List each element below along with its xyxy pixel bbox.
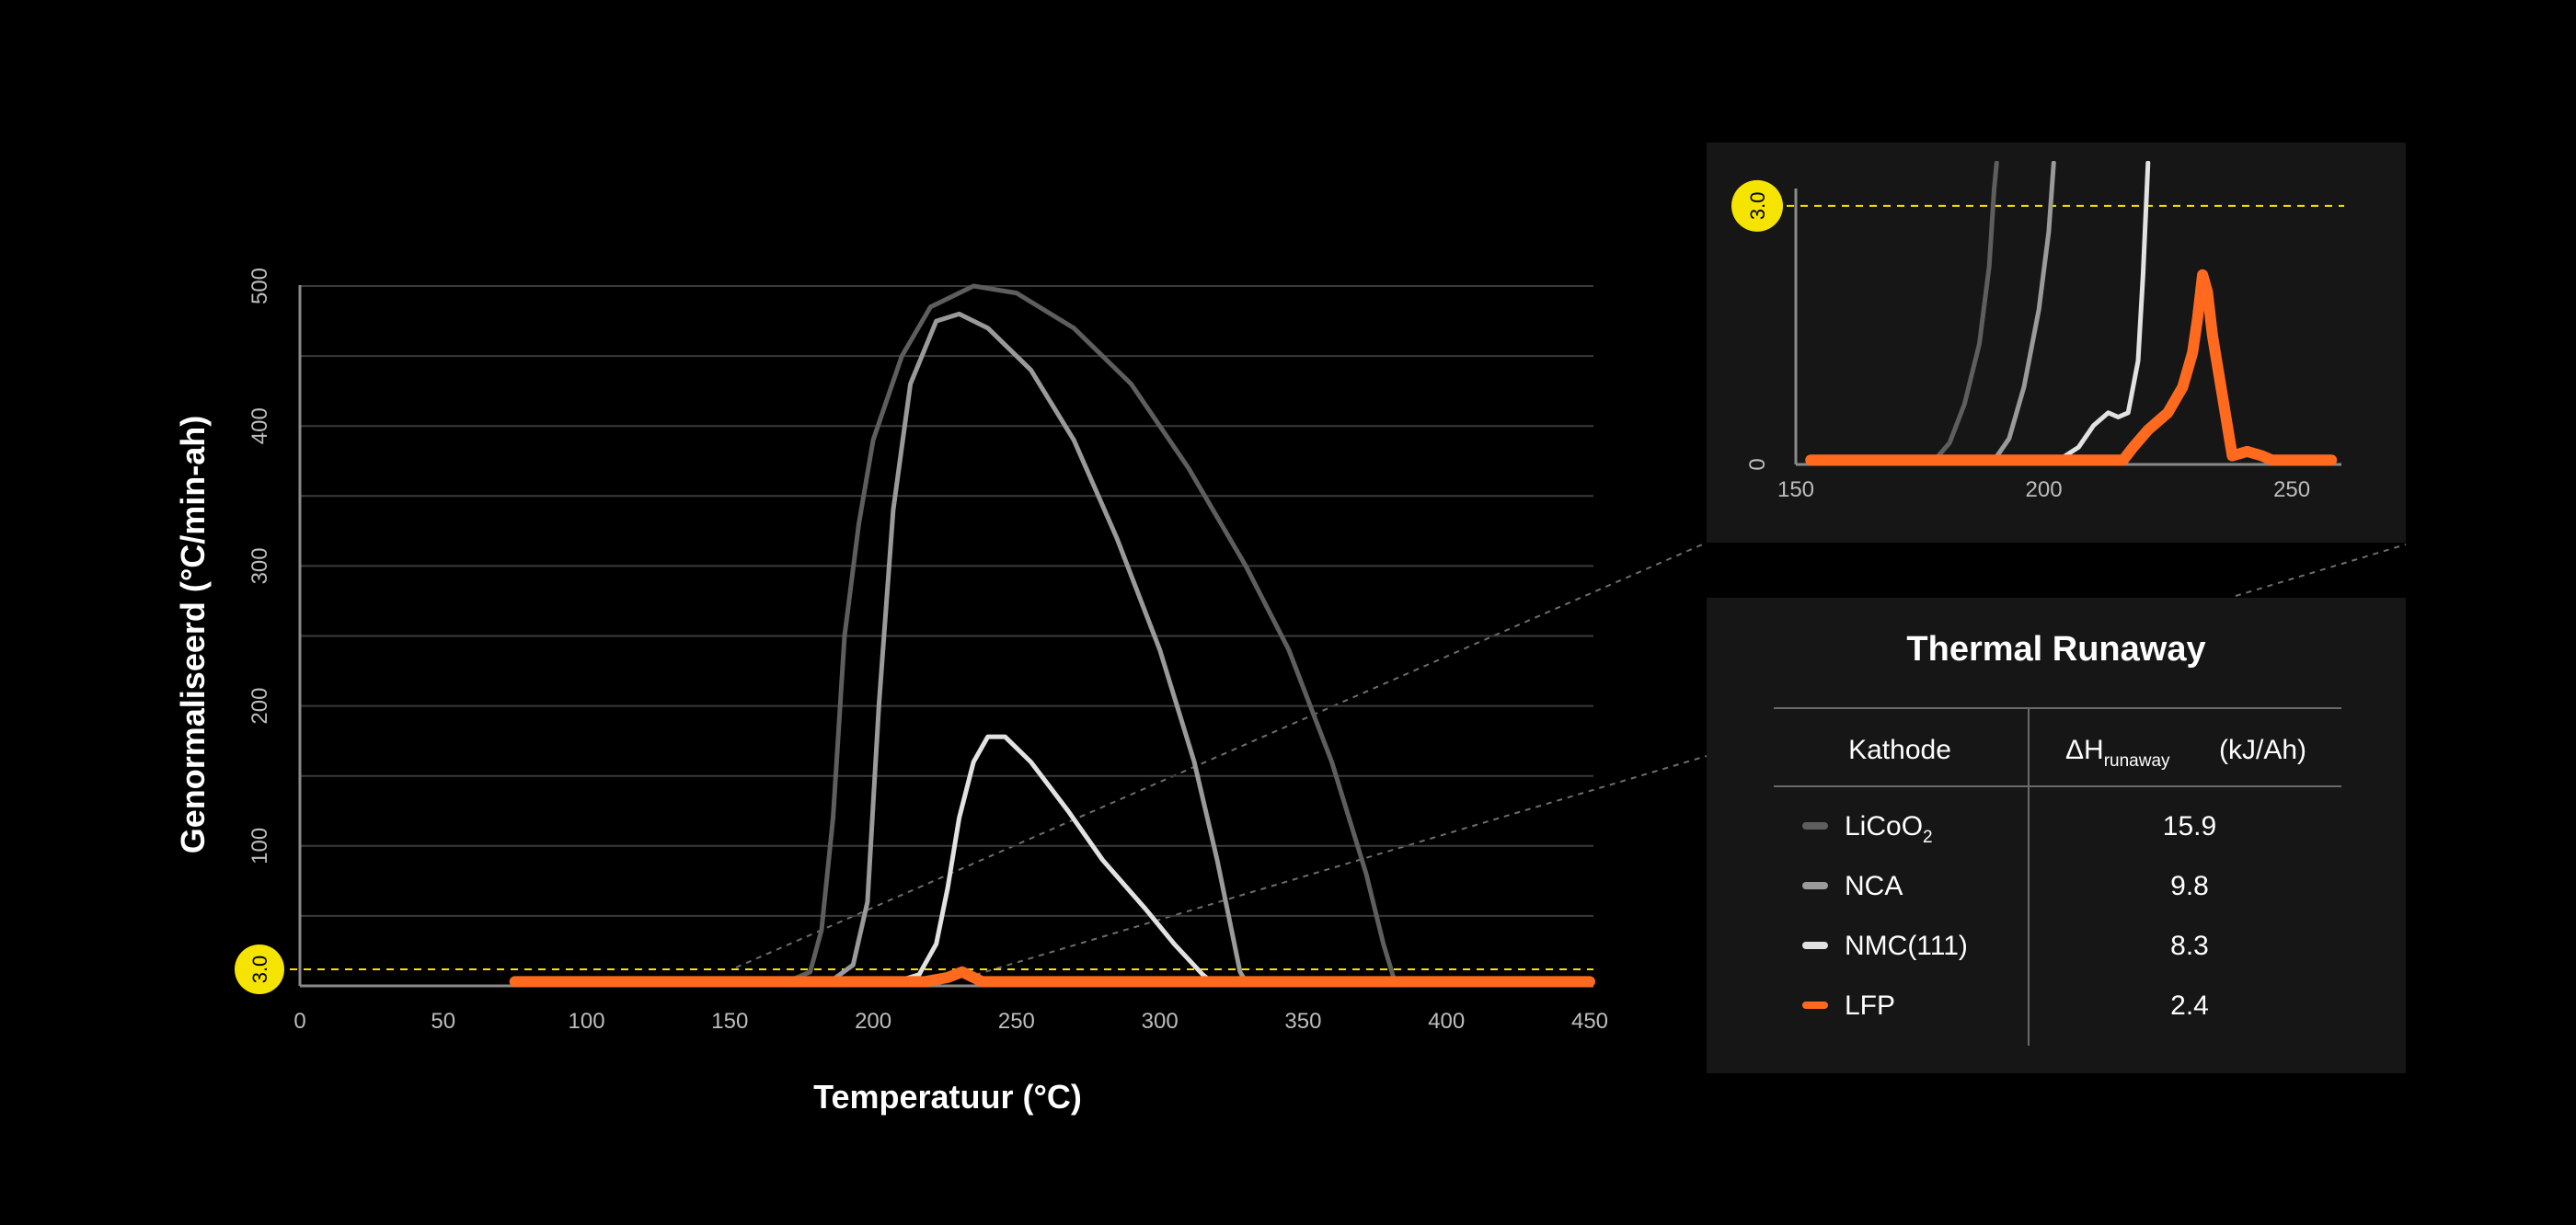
- table-row-licoo2: LiCoO2 15.9: [1802, 811, 2216, 847]
- inset-x-tick-150: 150: [1777, 477, 1814, 502]
- inset-reference-label: 3.0: [1746, 192, 1769, 221]
- main-series-licoo: [512, 283, 1593, 984]
- main-reference-line: 3.0: [235, 945, 1593, 994]
- kathode-name: NMC(111): [1845, 931, 1968, 961]
- zoom-connector-top-ext: [2235, 544, 2407, 597]
- main-x-tick-350: 350: [1284, 1009, 1321, 1034]
- main-series-nca: [512, 311, 1593, 984]
- table-cell-value: 8.3: [2170, 931, 2209, 961]
- main-x-tick-450: 450: [1571, 1009, 1608, 1034]
- table-cell-value: 2.4: [2170, 990, 2209, 1021]
- table-header-unit: (kJ/Ah): [2219, 735, 2306, 765]
- table-header-dh-symbol: ΔH: [2065, 735, 2104, 765]
- main-reference-badge: [235, 945, 284, 994]
- main-reference-label: 3.0: [248, 956, 271, 984]
- table-cell-kathode: LiCoO2: [1845, 811, 1933, 847]
- inset-x-tick-labels: 150 200 250: [1777, 477, 2310, 502]
- table-title: Thermal Runaway: [1906, 630, 2205, 669]
- main-x-tick-400: 400: [1428, 1009, 1465, 1034]
- main-series: [509, 283, 1595, 988]
- table-rows: LiCoO2 15.9 NCA 9.8 NMC(111) 8.3 LFP 2.4: [1802, 811, 2216, 1021]
- inset-panel: [1707, 143, 2406, 543]
- inset-y-tick-labels: 0: [1745, 458, 1770, 470]
- main-x-tick-100: 100: [569, 1009, 605, 1034]
- main-y-tick-labels: 100 200 300 400 500: [247, 268, 272, 864]
- table-header-dh-subscript: runaway: [2104, 751, 2170, 771]
- table-panel: [1707, 598, 2406, 1073]
- main-series-nmc-111: [512, 734, 1593, 984]
- table-header-kathode: Kathode: [1848, 735, 1951, 765]
- main-x-tick-250: 250: [998, 1009, 1035, 1034]
- main-y-axis-title: Genormaliseerd (°C/min-ah): [174, 416, 212, 854]
- main-x-tick-150: 150: [711, 1009, 748, 1034]
- inset-chart: 3.0 150 200 250 0: [1731, 161, 2344, 502]
- table-row-nmc-111: NMC(111) 8.3: [1802, 931, 2209, 961]
- zoom-connector-top: [735, 542, 1708, 968]
- kathode-name: LFP: [1845, 990, 1895, 1021]
- kathode-name: NCA: [1845, 871, 1903, 901]
- inset-series-nmc-111: [1808, 161, 2151, 463]
- main-x-tick-50: 50: [431, 1009, 455, 1034]
- table-row-nca: NCA 9.8: [1802, 871, 2209, 901]
- inset-x-tick-200: 200: [2026, 477, 2063, 502]
- main-y-tick-200: 200: [247, 688, 272, 725]
- main-y-tick-500: 500: [247, 268, 272, 304]
- main-x-tick-300: 300: [1142, 1009, 1179, 1034]
- main-y-tick-400: 400: [247, 407, 272, 444]
- inset-series-lfp: [1805, 269, 2338, 466]
- inset-series: [1805, 161, 2338, 466]
- table-cell-kathode: NCA: [1845, 871, 1903, 901]
- main-x-tick-200: 200: [855, 1009, 891, 1034]
- main-x-tick-0: 0: [293, 1009, 305, 1034]
- main-x-tick-labels: 0 50 100 150 200 250 300 350 400 450: [293, 1009, 1608, 1034]
- main-grid: [300, 285, 1593, 917]
- inset-reference-badge: [1731, 179, 1783, 232]
- table-row-lfp: LFP 2.4: [1802, 990, 2209, 1021]
- main-y-tick-100: 100: [247, 828, 272, 864]
- table-cell-kathode: LFP: [1845, 990, 1895, 1021]
- table-header-dh: ΔHrunaway: [2065, 735, 2170, 771]
- inset-x-tick-250: 250: [2273, 477, 2310, 502]
- main-x-axis-title: Temperatuur (°C): [813, 1078, 1082, 1116]
- inset-reference-line: 3.0: [1731, 179, 2344, 232]
- table-cell-value: 9.8: [2170, 871, 2209, 901]
- kathode-name: LiCoO: [1845, 811, 1923, 841]
- table-cell-value: 15.9: [2163, 811, 2216, 841]
- main-series-lfp: [509, 966, 1595, 988]
- kathode-subscript: 2: [1923, 828, 1933, 847]
- table-cell-kathode: NMC(111): [1845, 931, 1968, 961]
- main-chart: 100 200 300 400 500 0 50 100 150 200 250 300 350 400…: [174, 268, 1608, 1116]
- main-y-tick-300: 300: [247, 547, 272, 584]
- inset-y-tick-0: 0: [1745, 458, 1770, 470]
